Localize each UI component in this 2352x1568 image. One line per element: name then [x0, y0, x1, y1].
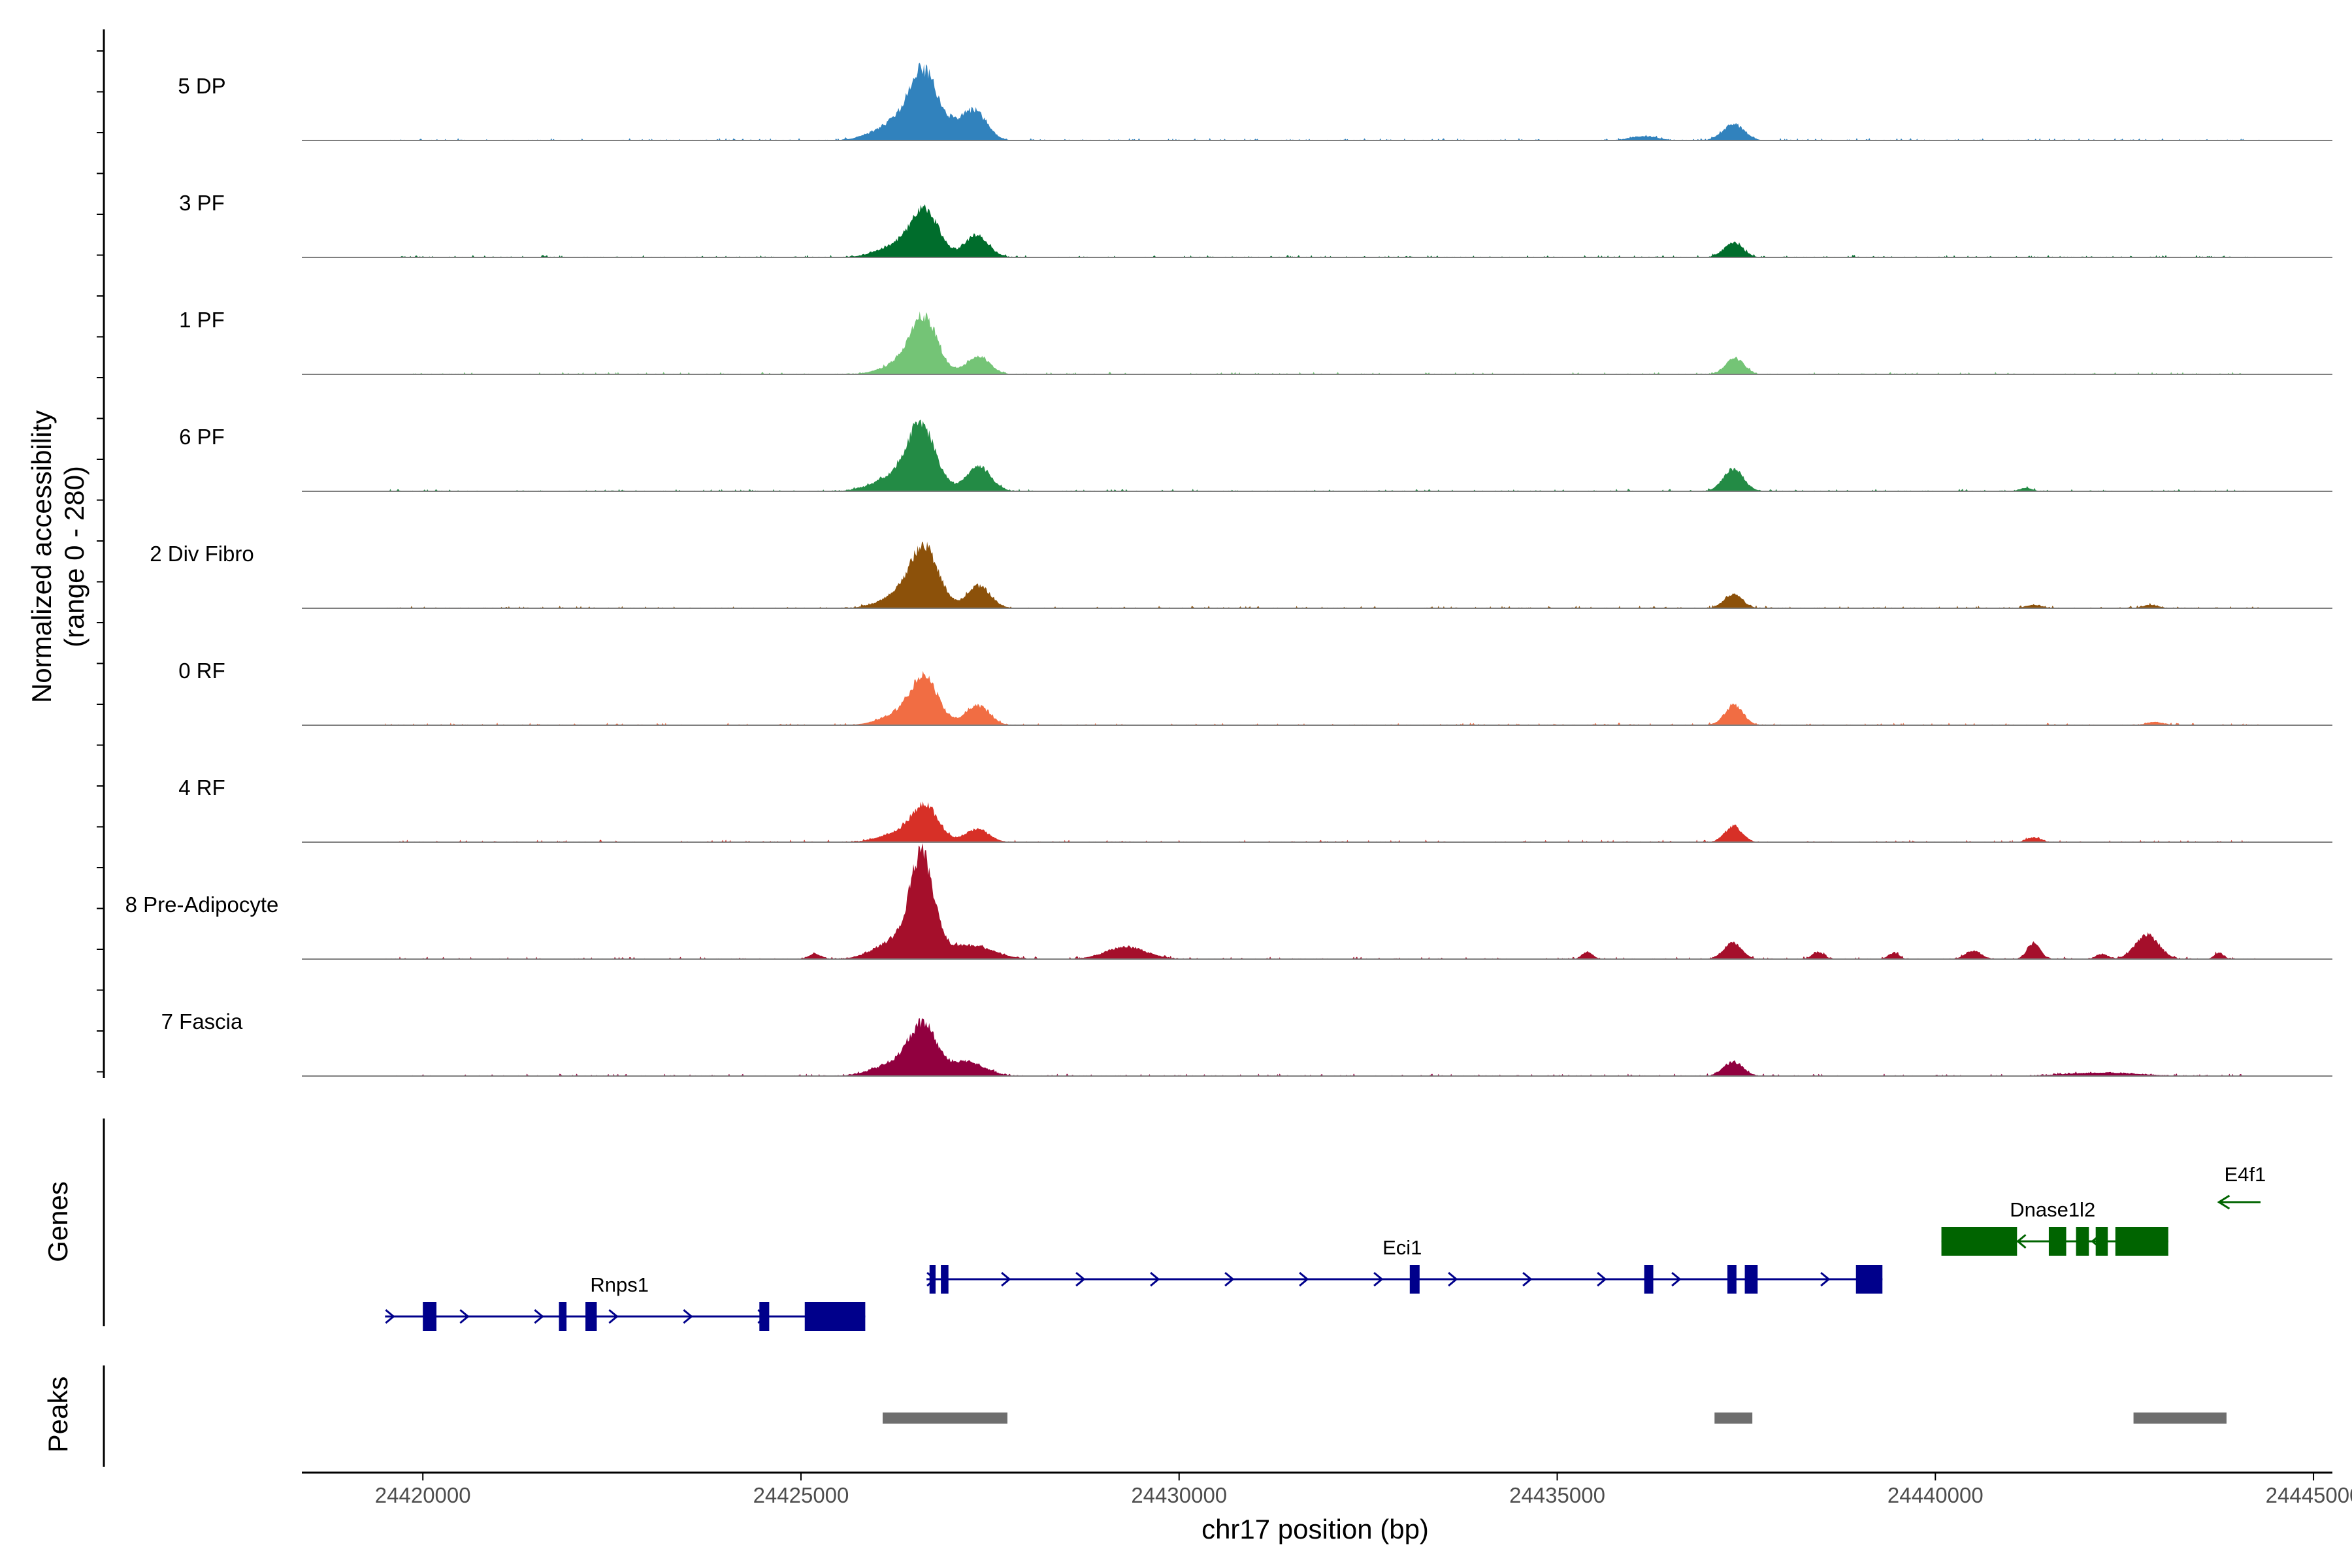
track-7-fascia: 7 Fascia: [161, 1009, 2332, 1077]
gene-strand-chevron: [1820, 1271, 1831, 1287]
gene-exon: [1644, 1265, 1654, 1294]
track-2-div-fibro: 2 Div Fibro: [150, 541, 2332, 609]
gene-exon: [1409, 1265, 1420, 1294]
gene-strand-arrow: [2217, 1194, 2230, 1210]
track-6-pf: 6 PF: [179, 419, 2332, 492]
y-axis-title-line2: (range 0 - 280): [59, 466, 90, 647]
x-axis-tick-label: 24425000: [753, 1483, 849, 1507]
track-0-rf: 0 RF: [178, 659, 2332, 726]
peak-region: [1714, 1413, 1753, 1424]
track-label: 5 DP: [178, 74, 225, 98]
track-label: 7 Fascia: [161, 1009, 243, 1034]
gene-exon: [759, 1302, 770, 1331]
gene-exon: [2095, 1227, 2108, 1256]
gene-exon: [1941, 1227, 2017, 1256]
gene-exon: [559, 1302, 567, 1331]
gene-e4f1: E4f1: [2217, 1163, 2266, 1210]
track-coverage-area: [385, 419, 2261, 491]
track-4-rf: 4 RF: [178, 776, 2332, 843]
gene-label: Rnps1: [590, 1273, 649, 1296]
gene-annotation-track: Rnps1 Eci1 Dnase1l2 E4f1: [385, 1163, 2266, 1331]
track-label: 2 Div Fibro: [150, 542, 254, 566]
gene-exon: [585, 1302, 597, 1331]
gene-strand-chevron: [1075, 1271, 1086, 1287]
track-label: 6 PF: [179, 425, 225, 449]
gene-strand-chevron: [2016, 1233, 2027, 1249]
track-3-pf: 3 PF: [179, 191, 2332, 258]
x-axis-tick-label: 24435000: [1509, 1483, 1605, 1507]
peak-region: [2133, 1413, 2227, 1424]
genes-panel-title: Genes: [42, 1181, 73, 1262]
gene-strand-chevron: [608, 1309, 619, 1324]
gene-exon: [2048, 1227, 2066, 1256]
track-label: 3 PF: [179, 191, 225, 215]
coverage-tracks: 5 DP 3 PF 1 PF 6 PF 2 Div Fibro 0 RF 4 RF 8 Pre…: [125, 62, 2332, 1077]
track-label: 8 Pre-Adipocyte: [125, 892, 279, 917]
gene-strand-chevron: [1299, 1271, 1309, 1287]
gene-exon: [1727, 1265, 1737, 1294]
track-coverage-area: [385, 62, 2261, 140]
track-1-pf: 1 PF: [179, 308, 2332, 375]
gene-exon: [2076, 1227, 2089, 1256]
gene-dnase1l2: Dnase1l2: [1941, 1198, 2168, 1256]
gene-exon: [929, 1265, 936, 1294]
track-coverage-area: [385, 1018, 2261, 1076]
gene-strand-chevron: [1150, 1271, 1160, 1287]
gene-exon: [423, 1302, 437, 1331]
gene-label: Dnase1l2: [2010, 1198, 2095, 1221]
peak-region-track: [882, 1413, 2227, 1424]
gene-exon: [1744, 1265, 1758, 1294]
track-5-dp: 5 DP: [178, 62, 2332, 141]
x-axis-tick-label: 24445000: [2266, 1483, 2352, 1507]
gene-strand-chevron: [1448, 1271, 1458, 1287]
gene-strand-chevron: [459, 1309, 470, 1324]
track-coverage-area: [385, 843, 2261, 959]
gene-strand-chevron: [1522, 1271, 1533, 1287]
track-coverage-area: [385, 801, 2261, 842]
axes-layer: [97, 29, 105, 1467]
x-axis: 24420000 24425000 24430000 24435000 24440000…: [302, 1471, 2352, 1507]
gene-exon: [941, 1265, 949, 1294]
gene-strand-chevron: [1671, 1271, 1682, 1287]
track-coverage-area: [385, 670, 2261, 725]
y-axis-title-line1: Normalized accessibility: [26, 410, 57, 703]
track-coverage-area: [385, 311, 2261, 374]
peak-region: [882, 1413, 1007, 1424]
gene-eci1: Eci1: [926, 1236, 1883, 1294]
gene-strand-chevron: [534, 1309, 544, 1324]
x-axis-tick-label: 24440000: [1887, 1483, 1984, 1507]
gene-strand-chevron: [1597, 1271, 1607, 1287]
x-axis-tick-label: 24420000: [375, 1483, 471, 1507]
track-label: 4 RF: [178, 776, 225, 800]
gene-strand-chevron: [1373, 1271, 1384, 1287]
peaks-panel-title: Peaks: [42, 1377, 73, 1453]
gene-strand-chevron: [683, 1309, 693, 1324]
gene-label: Eci1: [1382, 1236, 1422, 1259]
gene-exon: [1855, 1265, 1883, 1294]
track-coverage-area: [385, 204, 2261, 257]
gene-rnps1: Rnps1: [385, 1273, 866, 1331]
track-label: 0 RF: [178, 659, 225, 683]
gene-exon: [804, 1302, 866, 1331]
gene-exon: [2117, 1227, 2168, 1256]
gene-strand-chevron: [385, 1309, 395, 1324]
gene-strand-chevron: [1224, 1271, 1235, 1287]
gene-strand-chevron: [1001, 1271, 1011, 1287]
x-axis-title: chr17 position (bp): [1201, 1514, 1429, 1544]
gene-label: E4f1: [2224, 1163, 2266, 1186]
track-label: 1 PF: [179, 308, 225, 332]
track-coverage-area: [385, 541, 2261, 608]
x-axis-tick-label: 24430000: [1131, 1483, 1227, 1507]
track-8-pre-adipocyte: 8 Pre-Adipocyte: [125, 843, 2332, 960]
